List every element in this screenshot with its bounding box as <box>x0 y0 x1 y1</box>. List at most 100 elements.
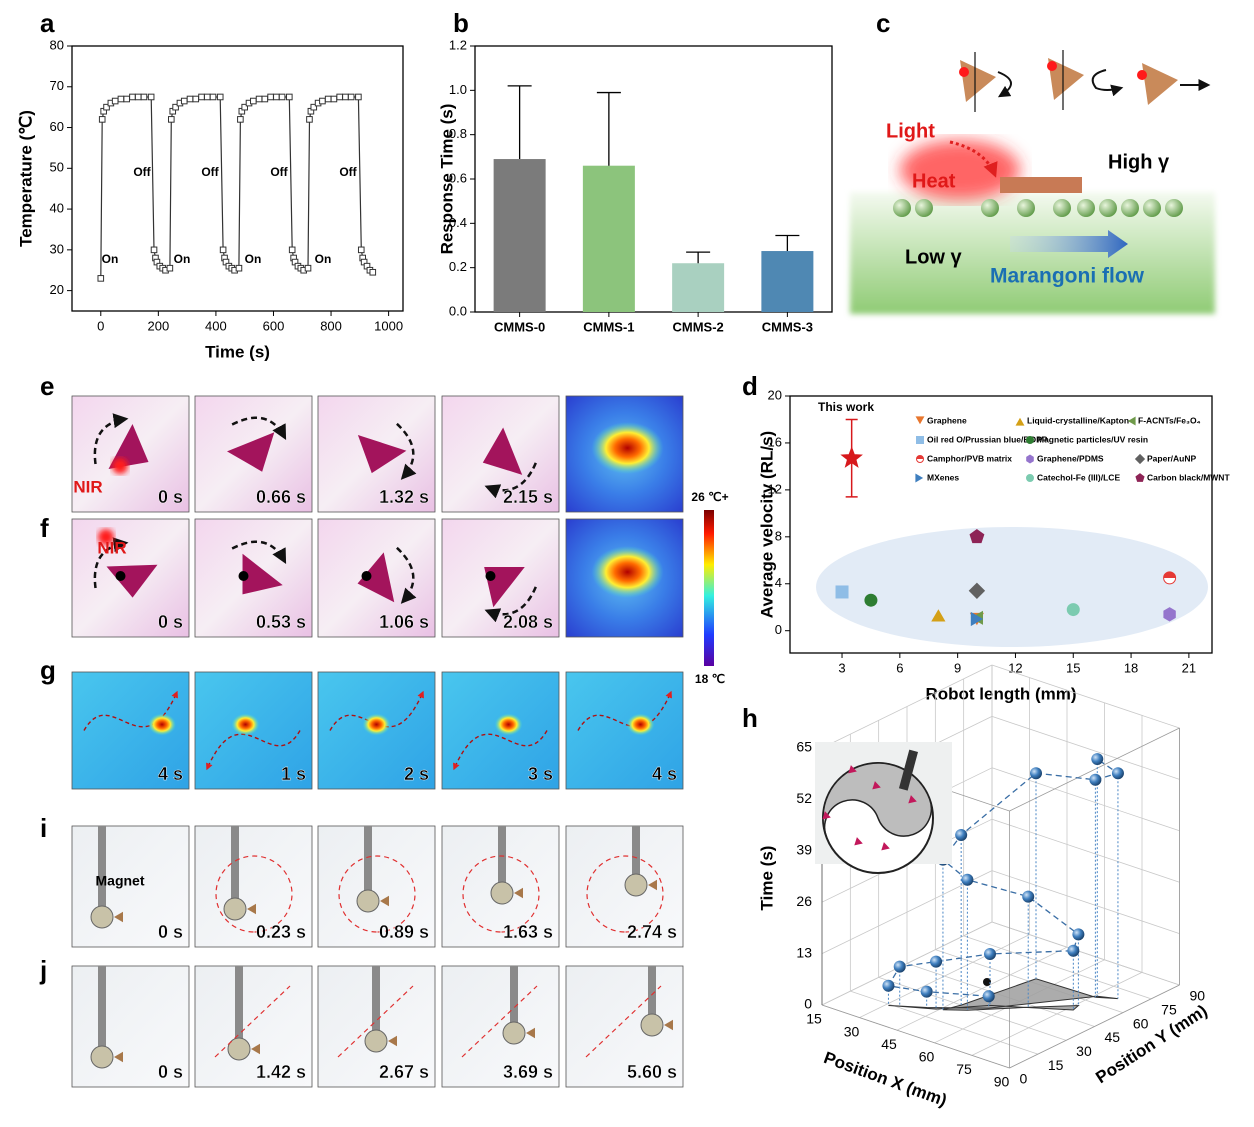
time-label: 3 s <box>528 764 553 784</box>
molecule <box>915 199 933 217</box>
data-point <box>355 93 362 101</box>
plot-frame <box>789 395 1213 654</box>
heat-glow <box>900 140 1020 200</box>
panel-label: b <box>453 8 469 38</box>
photo-label: NIR <box>97 538 126 557</box>
y-tick-label: 60 <box>50 119 64 134</box>
y-tick-label: 8 <box>775 528 782 543</box>
magnet-rod <box>235 966 243 1041</box>
box-edge <box>821 1004 1010 1069</box>
y-tick-label: 15 <box>1048 1057 1064 1073</box>
magnet-rod <box>648 966 656 1017</box>
molecule <box>1017 199 1035 217</box>
y-tick-label: 30 <box>50 241 64 256</box>
panel-label: c <box>876 8 890 38</box>
robot <box>664 1019 673 1031</box>
x-tick-label: 15 <box>1066 660 1080 675</box>
data-point <box>216 93 224 101</box>
laser-spot <box>112 458 128 474</box>
data-point <box>319 97 326 105</box>
time-label: 1.63 s <box>503 922 553 942</box>
rotation-arrow <box>1091 69 1124 97</box>
data-point <box>219 246 227 254</box>
grid-line <box>991 716 1180 780</box>
robot-icon <box>1142 63 1178 105</box>
time-label: 0 s <box>158 922 183 942</box>
photo-frame <box>441 965 560 1088</box>
x-tick-label: 30 <box>844 1023 860 1039</box>
legend-swatch <box>915 416 925 425</box>
data-point <box>864 593 878 607</box>
time-label: 4 s <box>652 764 677 784</box>
x-axis-title: Robot length (mm) <box>925 684 1076 703</box>
data-point <box>261 95 269 103</box>
bar <box>761 251 814 312</box>
time-label: 0.23 s <box>256 922 306 942</box>
legend-label: Paper/AuNP <box>1147 453 1196 463</box>
data-point <box>278 93 286 101</box>
data-point <box>342 93 349 101</box>
y-tick-label: 0 <box>1020 1071 1028 1087</box>
data-point <box>968 582 986 600</box>
magnet-head <box>90 1045 114 1069</box>
data-point <box>893 960 906 973</box>
thermal-blob <box>148 713 176 736</box>
motion-arrow <box>231 416 287 440</box>
data-point <box>273 93 280 101</box>
y-tick-label: 0.0 <box>449 303 467 318</box>
y-tick-label: 20 <box>768 387 782 402</box>
grid-line <box>991 921 1180 986</box>
magnet-head <box>624 873 648 897</box>
panel-label: i <box>40 813 47 843</box>
data-point <box>920 985 933 998</box>
inset-pen <box>898 749 919 791</box>
data-point <box>304 264 312 272</box>
grid-line <box>821 921 993 1006</box>
x-tick-label: 90 <box>994 1074 1010 1090</box>
pivot <box>115 571 126 581</box>
photo-label: Magnet <box>96 873 145 889</box>
colorbar-min: 18 ℃ <box>695 672 725 686</box>
time-label: 2.08 s <box>503 612 553 632</box>
magnet-rod <box>98 826 106 909</box>
data-point <box>129 93 136 101</box>
x-tick-label: CMMS-2 <box>672 319 723 334</box>
motion-arrow <box>93 537 129 589</box>
legend-swatch <box>915 473 924 483</box>
robot <box>108 424 149 469</box>
path-guide <box>215 855 293 933</box>
temperature-line <box>100 96 374 279</box>
motion-arrow <box>484 462 537 499</box>
data-point <box>1066 603 1080 617</box>
x-tick-label: 15 <box>806 1011 822 1027</box>
robot <box>251 1043 260 1055</box>
annotation: Off <box>201 165 219 179</box>
data-point <box>835 585 849 599</box>
pivot <box>485 571 496 581</box>
motion-arrow <box>231 540 287 564</box>
pivot <box>238 571 249 581</box>
panel-label: h <box>742 703 758 733</box>
data-point <box>98 116 106 123</box>
y-tick-label: 1.2 <box>449 37 467 52</box>
data-point <box>840 446 863 468</box>
z-tick-label: 39 <box>796 842 812 858</box>
pivot <box>361 571 372 581</box>
photo-frame <box>317 825 436 948</box>
robot <box>357 552 395 603</box>
molecule <box>1053 199 1071 217</box>
annotation: On <box>245 252 262 266</box>
y-axis-title: Average velocity (RL/s) <box>757 431 776 618</box>
annotation: Off <box>270 165 288 179</box>
photo-frame <box>71 965 190 1088</box>
robot <box>526 1027 535 1039</box>
x-tick-label: 18 <box>1124 660 1138 675</box>
robot <box>482 427 523 475</box>
y-tick-label: 90 <box>1190 988 1206 1004</box>
inset-robot <box>848 765 857 774</box>
data-point <box>180 97 188 105</box>
y-tick-label: 0 <box>775 622 782 637</box>
data-point <box>150 246 158 254</box>
grid-line <box>991 870 1180 934</box>
data-point <box>203 93 211 101</box>
